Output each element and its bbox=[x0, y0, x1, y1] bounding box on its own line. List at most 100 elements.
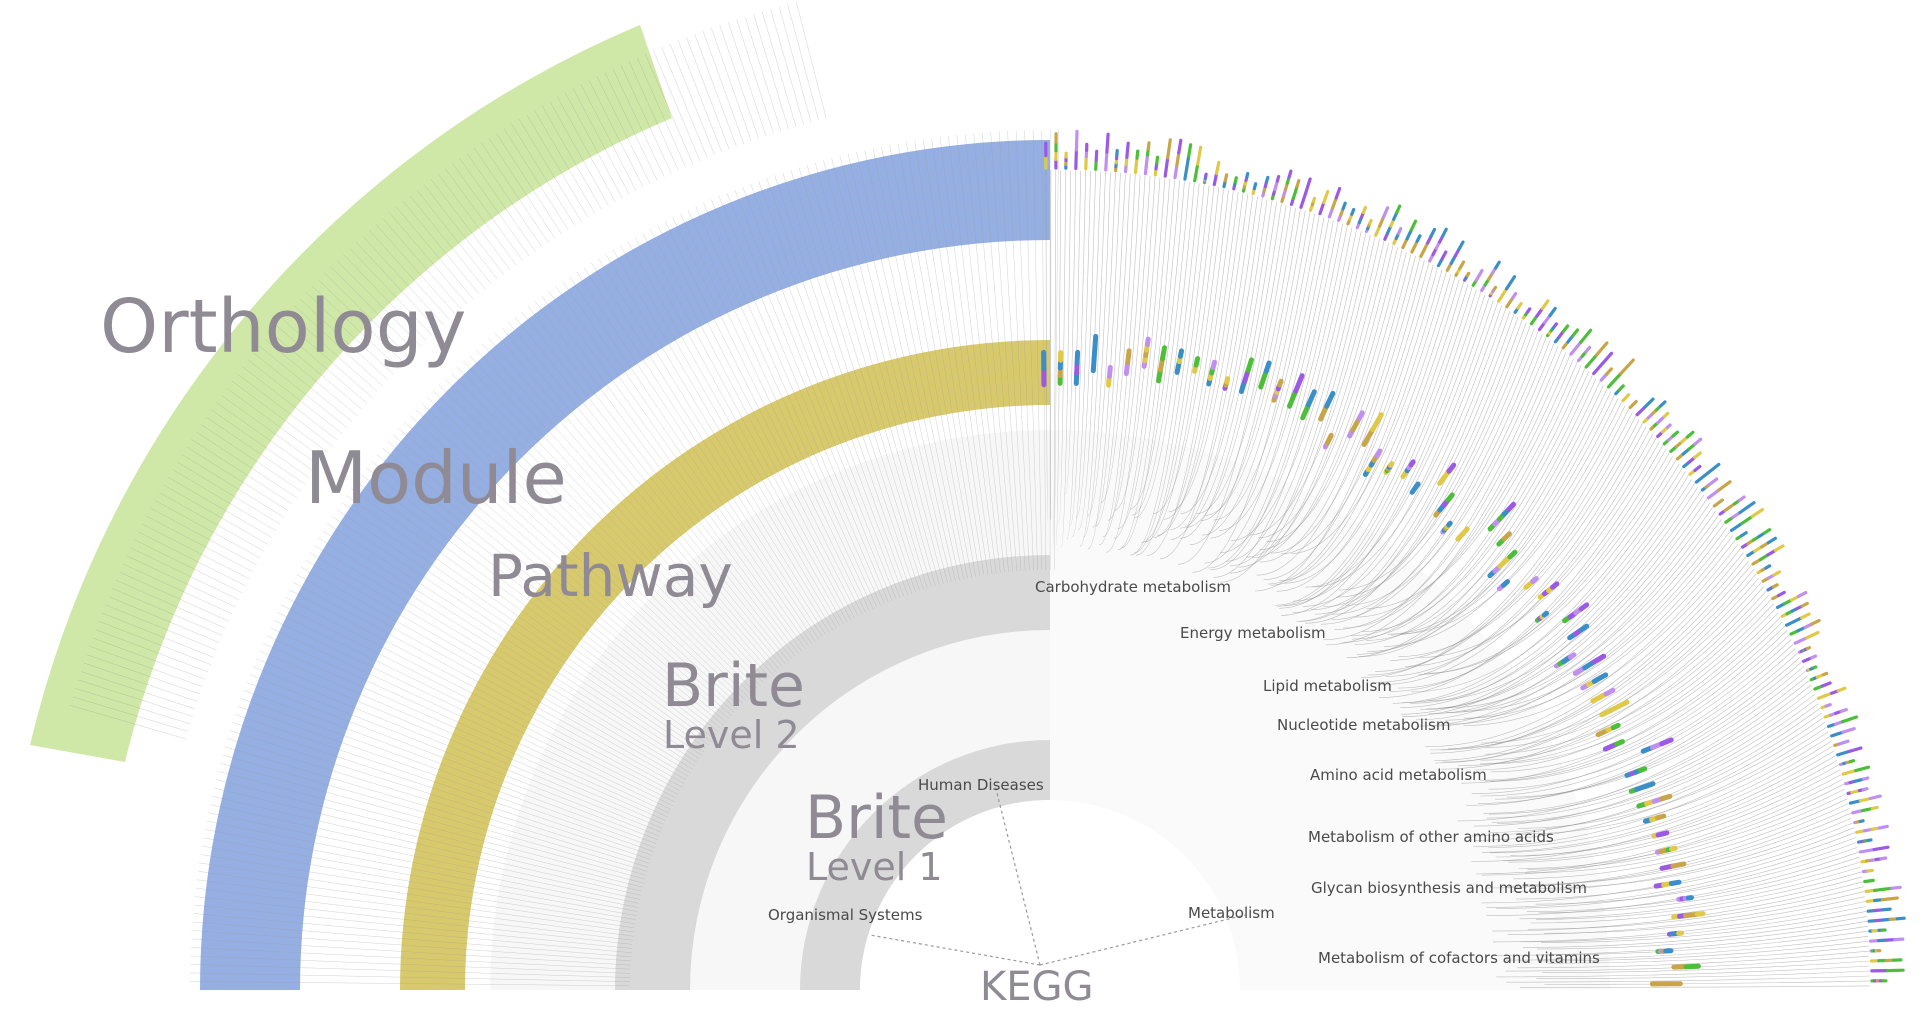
tree-link bbox=[1274, 281, 1464, 606]
abundance-bar-segment bbox=[1374, 224, 1382, 237]
abundance-bar-segment bbox=[1847, 746, 1863, 754]
abundance-bar-segment bbox=[1092, 333, 1099, 351]
pathway-band bbox=[400, 340, 1050, 990]
tree-link bbox=[249, 674, 660, 837]
abundance-bar-segment bbox=[1772, 570, 1782, 577]
abundance-bar-segment bbox=[1683, 963, 1701, 970]
abundance-bar-segment bbox=[1196, 145, 1203, 166]
tree-link bbox=[474, 147, 543, 248]
tree-link bbox=[1410, 467, 1683, 693]
tree-link bbox=[89, 646, 203, 687]
tree-link bbox=[220, 762, 645, 880]
tree-link bbox=[190, 972, 631, 982]
tree-link bbox=[1444, 527, 1728, 721]
tree-link bbox=[612, 68, 665, 177]
abundance-bar-segment bbox=[1809, 654, 1818, 660]
tree-link bbox=[1065, 170, 1076, 495]
abundance-bar-segment bbox=[1381, 206, 1390, 219]
tree-link bbox=[227, 738, 649, 868]
tree-link bbox=[1219, 220, 1334, 531]
tree-link bbox=[216, 779, 643, 888]
tree-link bbox=[123, 563, 233, 615]
abundance-bar-segment bbox=[1848, 799, 1863, 805]
tree-link bbox=[247, 359, 343, 435]
abundance-bar-segment bbox=[1429, 227, 1437, 238]
tree-link bbox=[494, 332, 780, 670]
tree-link bbox=[191, 947, 631, 970]
abundance-bar-segment bbox=[1866, 868, 1874, 873]
tree-link bbox=[726, 192, 893, 601]
abundance-bar-segment bbox=[1506, 501, 1516, 512]
tree-link bbox=[548, 291, 806, 649]
abundance-bar-segment bbox=[1578, 623, 1590, 633]
tree-link bbox=[86, 654, 201, 695]
tree-link bbox=[1229, 237, 1376, 574]
tree-link bbox=[1153, 188, 1224, 514]
abundance-bar-segment bbox=[1584, 353, 1599, 369]
tree-link bbox=[159, 492, 265, 552]
tree-link bbox=[203, 837, 637, 916]
tree-link bbox=[1304, 316, 1519, 624]
tree-link bbox=[1252, 247, 1398, 559]
tree-link bbox=[1515, 832, 1855, 900]
tree-link bbox=[798, 167, 928, 589]
tree-link bbox=[719, 24, 759, 139]
tree-link bbox=[1312, 302, 1498, 588]
tree-link bbox=[322, 530, 696, 767]
tree-link bbox=[1338, 325, 1531, 591]
abundance-bar-segment bbox=[1660, 830, 1670, 837]
tree-link bbox=[1205, 210, 1306, 516]
metabolism-sector bbox=[1050, 430, 1610, 990]
abundance-bar-segment bbox=[1287, 388, 1299, 409]
abundance-bar-segment bbox=[1561, 324, 1570, 333]
tree-link bbox=[195, 896, 633, 945]
tree-link bbox=[518, 118, 582, 222]
tree-link bbox=[1279, 274, 1451, 582]
abundance-bar-segment bbox=[1396, 227, 1403, 236]
tree-link bbox=[1440, 586, 1765, 770]
tree-link bbox=[782, 172, 920, 591]
tree-link bbox=[197, 879, 634, 937]
tree-link bbox=[172, 469, 277, 531]
abundance-bar-segment bbox=[1659, 793, 1673, 802]
tree-link bbox=[192, 921, 632, 958]
abundance-bar-segment bbox=[1160, 345, 1167, 362]
tree-link bbox=[202, 845, 636, 920]
tree-link bbox=[511, 123, 575, 226]
tree-link bbox=[1213, 215, 1320, 521]
tree-link bbox=[382, 218, 462, 310]
tree-link bbox=[1415, 502, 1711, 721]
abundance-bar-segment bbox=[1361, 427, 1376, 447]
tree-link bbox=[1259, 253, 1412, 563]
tree-link bbox=[150, 508, 257, 566]
tree-link bbox=[753, 13, 789, 129]
tree-link bbox=[177, 461, 281, 525]
abundance-bar-segment bbox=[1327, 205, 1335, 219]
abundance-bar-segment bbox=[1465, 271, 1471, 278]
tree-link bbox=[421, 403, 744, 704]
tree-link bbox=[628, 60, 679, 171]
tree-link bbox=[292, 581, 681, 792]
tree-link bbox=[1518, 783, 1844, 869]
tree-link bbox=[346, 495, 707, 749]
abundance-bar-segment bbox=[1185, 154, 1191, 170]
tree-link bbox=[300, 567, 685, 784]
tree-link bbox=[649, 228, 855, 619]
tree-link bbox=[194, 904, 633, 949]
tree-link bbox=[580, 84, 637, 191]
tree-link bbox=[948, 135, 1001, 573]
abundance-bar-segment bbox=[1793, 636, 1809, 645]
tree-link bbox=[387, 441, 727, 723]
subcategory-label: Nucleotide metabolism bbox=[1277, 716, 1451, 734]
tree-link bbox=[1447, 515, 1719, 709]
tree-link bbox=[256, 658, 663, 829]
tree-link bbox=[534, 301, 799, 654]
tree-link bbox=[488, 137, 556, 239]
tree-link bbox=[503, 128, 569, 231]
abundance-bar-segment bbox=[1245, 171, 1250, 179]
tree-link bbox=[1299, 311, 1511, 622]
abundance-bar-segment bbox=[1824, 702, 1832, 708]
tree-link bbox=[742, 186, 901, 598]
tree-link bbox=[83, 662, 198, 702]
root-core-right bbox=[1050, 800, 1240, 990]
